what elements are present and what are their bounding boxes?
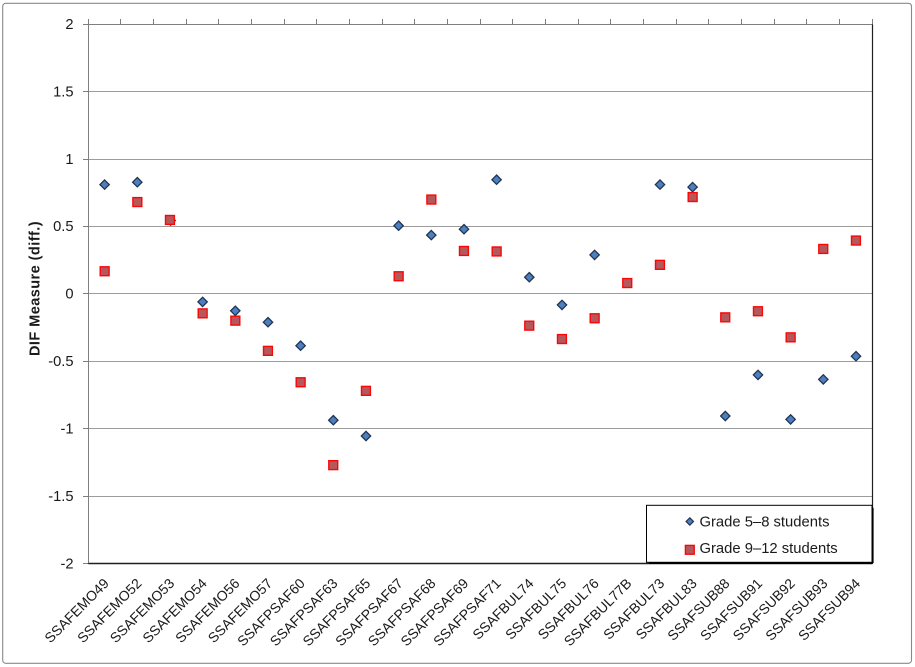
svg-text:DIF Measure (diff.): DIF Measure (diff.) bbox=[28, 221, 44, 356]
svg-text:-1.5: -1.5 bbox=[48, 489, 73, 505]
svg-text:0: 0 bbox=[65, 287, 73, 303]
svg-text:Grade 9–12 students: Grade 9–12 students bbox=[700, 541, 838, 557]
svg-text:-2: -2 bbox=[60, 556, 73, 572]
svg-text:-1: -1 bbox=[60, 422, 73, 438]
svg-text:-0.5: -0.5 bbox=[48, 354, 73, 370]
svg-text:1: 1 bbox=[65, 152, 73, 168]
svg-text:Grade 5–8 students: Grade 5–8 students bbox=[700, 515, 830, 531]
svg-text:2: 2 bbox=[65, 17, 73, 33]
svg-text:0.5: 0.5 bbox=[53, 219, 73, 235]
svg-text:1.5: 1.5 bbox=[53, 84, 73, 100]
